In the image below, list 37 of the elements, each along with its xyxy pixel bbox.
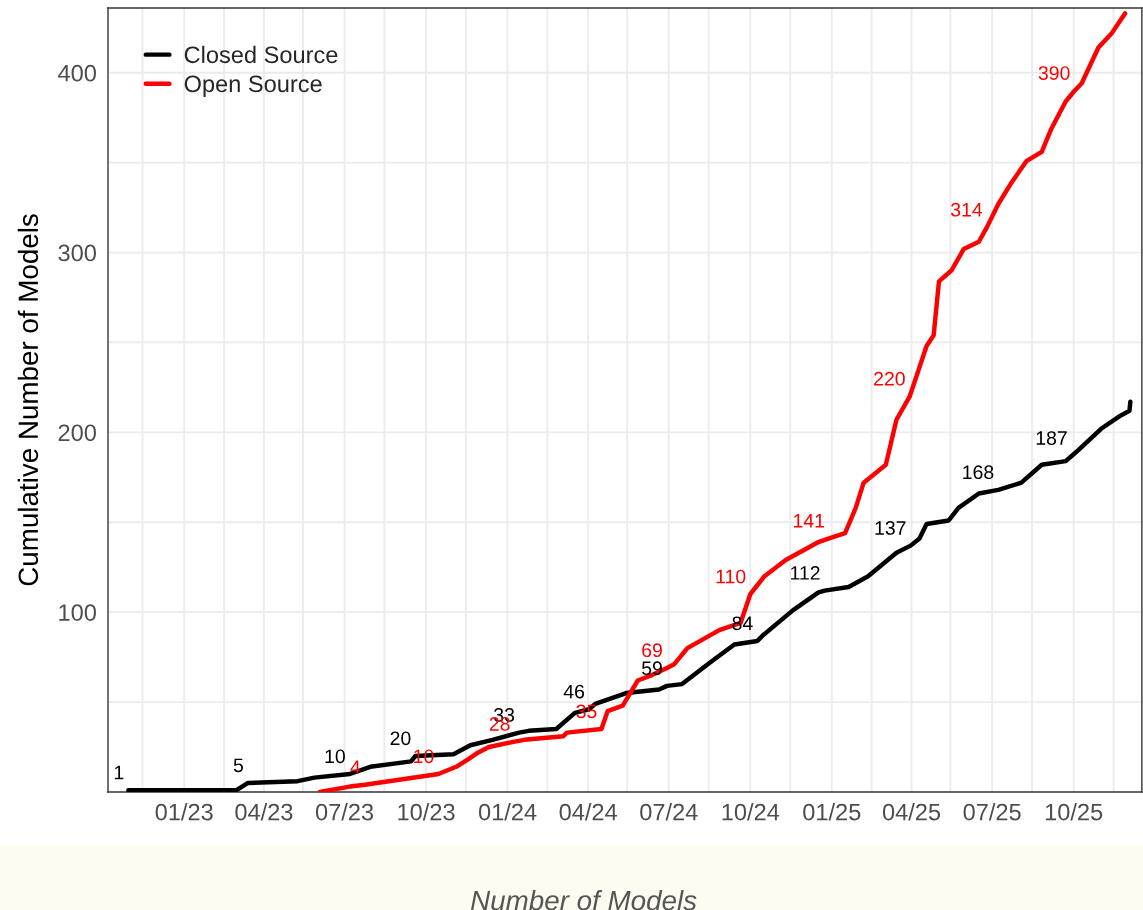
y-tick-label: 300	[58, 244, 96, 262]
x-tick-label: 10/23	[398, 803, 455, 821]
x-tick-label: 10/24	[722, 803, 780, 821]
data-label: 110	[716, 569, 746, 584]
x-tick-label: 01/25	[803, 803, 861, 821]
data-label: 137	[875, 521, 906, 535]
y-tick-label: 400	[58, 64, 96, 82]
data-label: 5	[233, 758, 243, 773]
x-tick-label: 04/23	[235, 803, 293, 821]
x-tick-label: 04/25	[882, 803, 941, 821]
x-tick-label: 07/23	[315, 803, 374, 821]
x-tick-label: 04/24	[559, 803, 618, 821]
data-label: 112	[791, 566, 820, 580]
data-label: 59	[642, 661, 662, 676]
data-label: 168	[963, 465, 994, 480]
y-axis-title: Cumulative Number of Models	[17, 214, 39, 586]
data-label: 390	[1038, 66, 1070, 80]
data-label: 20	[390, 731, 411, 746]
data-label: 10	[325, 749, 345, 764]
legend-label: Open Source	[184, 75, 322, 97]
x-tick-label: 07/24	[640, 803, 698, 821]
legend-label: Closed Source	[184, 45, 338, 64]
line-series	[126, 399, 1133, 792]
data-label: 46	[563, 684, 585, 699]
y-tick-label: 100	[59, 604, 96, 621]
data-label: 69	[642, 643, 662, 658]
x-tick-label: 10/25	[1045, 803, 1103, 821]
y-tick-label: 200	[58, 424, 96, 442]
x-tick-label: 07/25	[963, 803, 1021, 821]
data-label: 1	[114, 765, 124, 780]
x-tick-label: 01/23	[155, 803, 213, 821]
data-label: 314	[950, 202, 983, 217]
data-label: 141	[794, 514, 825, 528]
x-tick-label: 01/24	[478, 803, 537, 821]
x-axis-title: Number of Models	[470, 889, 697, 910]
data-label: 187	[1036, 431, 1067, 445]
data-label: 220	[874, 371, 905, 386]
